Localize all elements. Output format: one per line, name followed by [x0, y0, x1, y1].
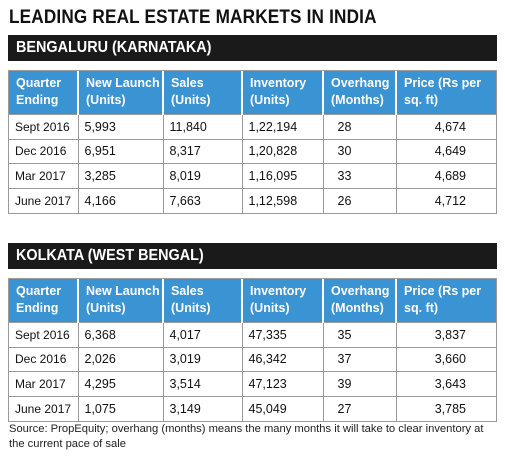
quarter-cell: Mar 2017 [9, 163, 79, 188]
table-row: Mar 2017 3,285 8,019 1,16,095 33 4,689 [9, 163, 496, 188]
overhang-cell: 28 [323, 114, 397, 139]
col-header-new-launch: New Launch (Units) [78, 279, 164, 323]
table-row: Sept 2016 6,368 4,017 47,335 35 3,837 [9, 322, 496, 347]
new-launch-cell: 3,285 [78, 163, 164, 188]
new-launch-cell: 6,951 [78, 138, 164, 164]
sales-cell: 7,663 [163, 187, 243, 213]
sales-cell: 3,149 [163, 395, 243, 421]
quarter-cell: June 2017 [9, 187, 79, 213]
price-cell: 3,643 [396, 371, 496, 396]
sales-cell: 4,017 [163, 322, 243, 347]
market-table: Quarter Ending New Launch (Units) Sales … [9, 279, 496, 421]
inventory-cell: 1,20,828 [242, 138, 324, 164]
inventory-cell: 1,16,095 [242, 163, 324, 188]
table-row: June 2017 1,075 3,149 45,049 27 3,785 [9, 395, 496, 421]
header-row: Quarter Ending New Launch (Units) Sales … [9, 279, 496, 323]
price-cell: 4,689 [396, 163, 496, 188]
table-row: June 2017 4,166 7,663 1,12,598 26 4,712 [9, 187, 496, 213]
overhang-cell: 37 [323, 346, 397, 372]
price-cell: 4,649 [396, 138, 496, 164]
new-launch-cell: 6,368 [78, 322, 164, 347]
col-header-quarter: Quarter Ending [9, 279, 79, 323]
section-title-bar: BENGALURU (KARNATAKA) [8, 35, 497, 61]
col-header-quarter: Quarter Ending [9, 71, 79, 115]
col-header-overhang: Overhang (Months) [323, 71, 397, 115]
price-cell: 4,712 [396, 187, 496, 213]
sales-cell: 11,840 [163, 114, 243, 139]
quarter-cell: Mar 2017 [9, 371, 79, 396]
inventory-cell: 47,123 [242, 371, 324, 396]
inventory-cell: 46,342 [242, 346, 324, 372]
page-title: LEADING REAL ESTATE MARKETS IN INDIA [9, 6, 377, 28]
price-cell: 3,660 [396, 346, 496, 372]
price-cell: 4,674 [396, 114, 496, 139]
overhang-cell: 27 [323, 395, 397, 421]
new-launch-cell: 4,166 [78, 187, 164, 213]
section-title-bar: KOLKATA (WEST BENGAL) [8, 243, 497, 269]
inventory-cell: 1,12,598 [242, 187, 324, 213]
inventory-cell: 1,22,194 [242, 114, 324, 139]
col-header-sales: Sales (Units) [163, 279, 243, 323]
overhang-cell: 26 [323, 187, 397, 213]
overhang-cell: 33 [323, 163, 397, 188]
overhang-cell: 39 [323, 371, 397, 396]
price-cell: 3,837 [396, 322, 496, 347]
price-cell: 3,785 [396, 395, 496, 421]
quarter-cell: Dec 2016 [9, 138, 79, 164]
col-header-price: Price (Rs per sq. ft) [396, 279, 496, 323]
new-launch-cell: 2,026 [78, 346, 164, 372]
source-note: Source: PropEquity; overhang (months) me… [9, 423, 484, 450]
quarter-cell: Dec 2016 [9, 346, 79, 372]
section-bengaluru: BENGALURU (KARNATAKA) Quarter Ending New… [8, 35, 497, 214]
col-header-inventory: Inventory (Units) [242, 279, 324, 323]
header-row: Quarter Ending New Launch (Units) Sales … [9, 71, 496, 115]
col-header-price: Price (Rs per sq. ft) [396, 71, 496, 115]
sales-cell: 8,019 [163, 163, 243, 188]
inventory-cell: 47,335 [242, 322, 324, 347]
overhang-cell: 35 [323, 322, 397, 347]
sales-cell: 3,514 [163, 371, 243, 396]
table-row: Dec 2016 6,951 8,317 1,20,828 30 4,649 [9, 138, 496, 164]
col-header-overhang: Overhang (Months) [323, 279, 397, 323]
table-row: Sept 2016 5,993 11,840 1,22,194 28 4,674 [9, 114, 496, 139]
col-header-sales: Sales (Units) [163, 71, 243, 115]
sales-cell: 3,019 [163, 346, 243, 372]
new-launch-cell: 1,075 [78, 395, 164, 421]
data-table-frame: Quarter Ending New Launch (Units) Sales … [8, 278, 497, 422]
section-kolkata: KOLKATA (WEST BENGAL) Quarter Ending New… [8, 243, 497, 422]
section-title: BENGALURU (KARNATAKA) [16, 39, 212, 56]
col-header-new-launch: New Launch (Units) [78, 71, 164, 115]
market-table: Quarter Ending New Launch (Units) Sales … [9, 71, 496, 213]
table-row: Mar 2017 4,295 3,514 47,123 39 3,643 [9, 371, 496, 396]
overhang-cell: 30 [323, 138, 397, 164]
inventory-cell: 45,049 [242, 395, 324, 421]
sales-cell: 8,317 [163, 138, 243, 164]
section-title: KOLKATA (WEST BENGAL) [16, 247, 204, 264]
table-row: Dec 2016 2,026 3,019 46,342 37 3,660 [9, 346, 496, 372]
data-table-frame: Quarter Ending New Launch (Units) Sales … [8, 70, 497, 214]
quarter-cell: Sept 2016 [9, 322, 79, 347]
new-launch-cell: 4,295 [78, 371, 164, 396]
quarter-cell: June 2017 [9, 395, 79, 421]
new-launch-cell: 5,993 [78, 114, 164, 139]
quarter-cell: Sept 2016 [9, 114, 79, 139]
col-header-inventory: Inventory (Units) [242, 71, 324, 115]
